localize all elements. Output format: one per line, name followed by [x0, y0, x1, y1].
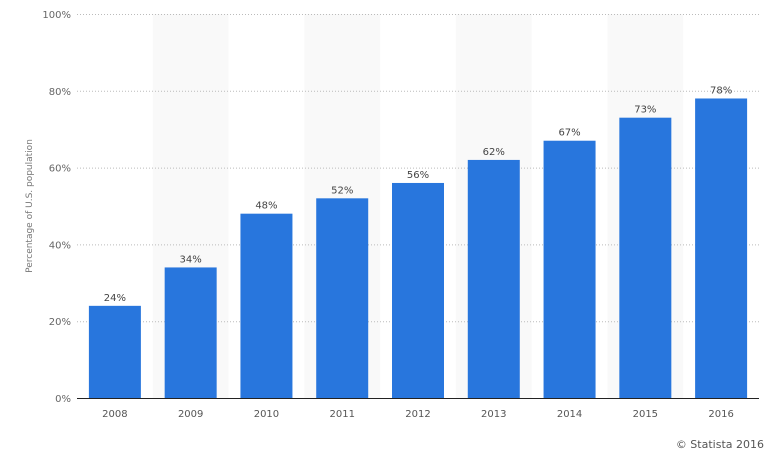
data-label: 34% — [180, 254, 202, 265]
data-label: 48% — [255, 201, 277, 212]
x-tick-label: 2010 — [254, 409, 279, 420]
bar-2014 — [543, 140, 596, 398]
x-tick-label: 2009 — [178, 409, 203, 420]
x-tick-label: 2012 — [405, 409, 430, 420]
bar-2016 — [695, 98, 748, 398]
y-tick-label: 80% — [49, 87, 71, 98]
y-tick-label: 40% — [49, 240, 71, 251]
y-tick-label: 60% — [49, 164, 71, 175]
bar-2013 — [467, 159, 520, 398]
data-label: 52% — [331, 185, 353, 196]
y-axis-title: Percentage of U.S. population — [25, 139, 35, 273]
x-tick-label: 2016 — [708, 409, 733, 420]
y-tick-label: 0% — [55, 394, 71, 405]
bar-2011 — [316, 198, 369, 398]
statista-credit[interactable]: © Statista 2016 — [675, 438, 764, 451]
data-label: 78% — [710, 85, 732, 96]
data-label: 67% — [558, 128, 580, 139]
bar-2012 — [392, 182, 444, 398]
data-label: 24% — [104, 293, 126, 304]
y-tick-label: 20% — [49, 317, 71, 328]
x-tick-label: 2008 — [102, 409, 127, 420]
y-tick-label: 100% — [42, 10, 71, 21]
data-label: 56% — [407, 170, 429, 181]
bar-2009 — [164, 267, 217, 398]
bar-2010 — [240, 213, 293, 398]
data-label: 62% — [483, 147, 505, 158]
x-tick-label: 2011 — [329, 409, 354, 420]
bar-2015 — [619, 117, 672, 399]
bar-2008 — [88, 305, 141, 398]
x-tick-label: 2014 — [557, 409, 582, 420]
x-tick-label: 2013 — [481, 409, 506, 420]
data-label: 73% — [634, 105, 656, 116]
x-tick-label: 2015 — [633, 409, 658, 420]
